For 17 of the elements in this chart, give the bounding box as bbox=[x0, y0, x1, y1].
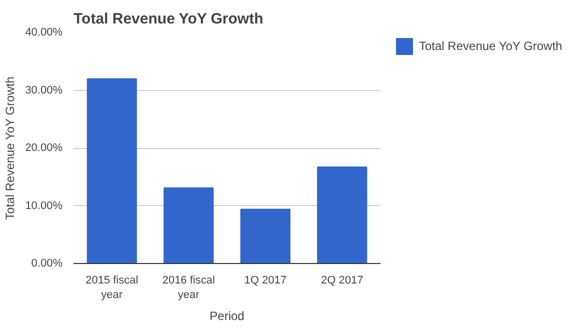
chart-title: Total Revenue YoY Growth bbox=[74, 10, 264, 28]
y-tick-label: 30.00% bbox=[25, 84, 63, 96]
x-tick-label: 2015 fiscal year bbox=[86, 274, 138, 301]
x-tick-label: 2Q 2017 bbox=[321, 274, 364, 286]
legend-label: Total Revenue YoY Growth bbox=[419, 39, 562, 53]
y-tick-label: 10.00% bbox=[25, 200, 63, 212]
y-tick-label: 20.00% bbox=[25, 142, 63, 154]
x-tick-label: 2016 fiscal year bbox=[162, 274, 215, 301]
x-axis-title: Period bbox=[210, 308, 244, 323]
y-axis-title: Total Revenue YoY Growth bbox=[3, 76, 18, 220]
bar bbox=[164, 187, 214, 264]
y-tick-label: 0.00% bbox=[31, 258, 63, 270]
bar bbox=[240, 208, 290, 264]
bar bbox=[317, 166, 368, 264]
x-tick-label: 1Q 2017 bbox=[244, 274, 286, 286]
bar bbox=[86, 78, 137, 264]
y-tick-label: 40.00% bbox=[25, 26, 63, 38]
